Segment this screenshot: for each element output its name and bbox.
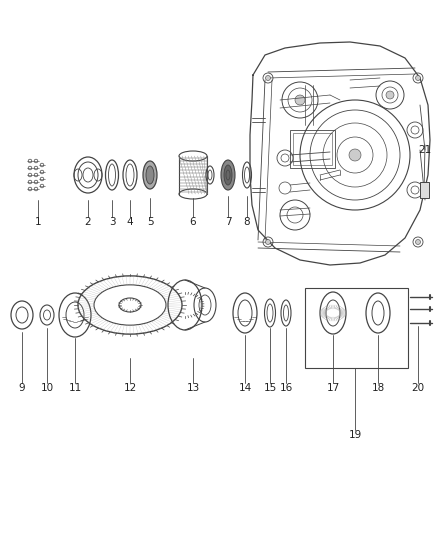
Circle shape (386, 91, 394, 99)
Text: 8: 8 (244, 217, 250, 227)
Text: 3: 3 (109, 217, 115, 227)
Ellipse shape (143, 161, 157, 189)
Text: 10: 10 (40, 383, 53, 393)
Bar (420, 182, 429, 198)
Text: 4: 4 (127, 217, 133, 227)
Circle shape (416, 76, 420, 80)
Bar (290, 130, 335, 168)
Text: 13: 13 (187, 383, 200, 393)
Text: 14: 14 (238, 383, 251, 393)
Text: 16: 16 (279, 383, 293, 393)
Text: 1: 1 (35, 217, 41, 227)
Circle shape (349, 149, 361, 161)
Circle shape (416, 239, 420, 245)
Ellipse shape (146, 166, 154, 184)
Ellipse shape (221, 160, 235, 190)
Text: 9: 9 (19, 383, 25, 393)
Text: 21: 21 (418, 145, 431, 155)
Text: 2: 2 (85, 217, 91, 227)
Circle shape (295, 95, 305, 105)
Circle shape (265, 76, 271, 80)
Text: 17: 17 (326, 383, 339, 393)
Bar (305, 288, 408, 368)
Ellipse shape (224, 165, 232, 185)
Circle shape (265, 239, 271, 245)
Text: 6: 6 (190, 217, 196, 227)
Text: 19: 19 (348, 430, 362, 440)
Text: 5: 5 (147, 217, 153, 227)
Text: 20: 20 (411, 383, 424, 393)
Text: 7: 7 (225, 217, 231, 227)
Bar (293, 133, 332, 165)
Text: 18: 18 (371, 383, 385, 393)
Text: 11: 11 (68, 383, 81, 393)
Text: 12: 12 (124, 383, 137, 393)
Text: 15: 15 (263, 383, 277, 393)
